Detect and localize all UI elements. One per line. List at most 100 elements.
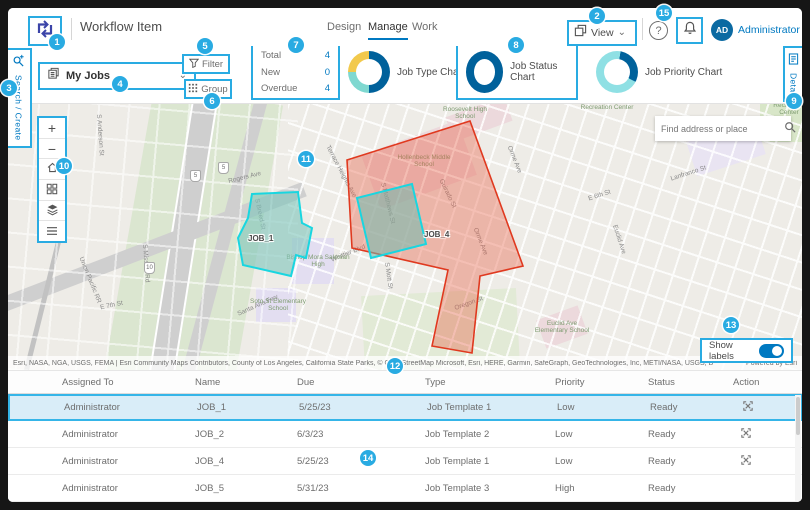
view-icon: [574, 24, 587, 42]
col-assigned-to[interactable]: Assigned To: [62, 376, 114, 388]
filter-button[interactable]: Filter: [182, 54, 230, 74]
col-type[interactable]: Type: [425, 376, 446, 388]
group-grid-icon: [188, 83, 198, 96]
cell-status: Ready: [648, 482, 676, 494]
cell-name: JOB_5: [195, 482, 225, 494]
basemap-button[interactable]: [39, 180, 65, 201]
cell-type: Job Template 2: [425, 428, 490, 440]
callout-badge-15: 15: [656, 5, 672, 21]
zoom-out-button[interactable]: −: [39, 138, 65, 160]
cell-priority: High: [555, 482, 575, 494]
job-status-chart-label: Job Status Chart: [510, 61, 558, 83]
cell-due: 5/31/23: [297, 482, 329, 494]
tab-work[interactable]: Work: [412, 21, 438, 33]
table-row-job5[interactable]: Administrator JOB_5 5/31/23 Job Template…: [8, 475, 802, 502]
callout-badge-8: 8: [508, 37, 524, 53]
cell-type: Job Template 1: [427, 402, 492, 413]
notifications-button[interactable]: [676, 17, 703, 44]
cell-type: Job Template 3: [425, 482, 490, 494]
callout-badge-10: 10: [56, 158, 72, 174]
zoom-in-button[interactable]: +: [39, 118, 65, 139]
i5-shield: 5: [190, 170, 201, 182]
map-attribution: Esri, NASA, NGA, USGS, FEMA | Esri Commu…: [8, 356, 802, 370]
col-status[interactable]: Status: [648, 376, 675, 388]
i10-shield: 10: [144, 262, 155, 274]
cell-priority: Low: [555, 455, 573, 467]
job4-map-label: JOB_4: [424, 230, 450, 239]
zoom-to-job-button[interactable]: [728, 454, 802, 469]
user-name[interactable]: Administrator: [738, 24, 800, 36]
cell-status: Ready: [648, 455, 676, 467]
map-poi-bishop: Bishop Mora Salesian High: [286, 254, 350, 268]
callout-badge-5: 5: [197, 38, 213, 54]
view-label: View: [591, 27, 614, 39]
layers-icon: [46, 203, 59, 219]
search-icon: [784, 120, 796, 138]
cell-assigned: Administrator: [64, 402, 120, 413]
cell-due: 5/25/23: [297, 455, 329, 467]
callout-badge-11: 11: [298, 151, 314, 167]
job1-map-label: JOB_1: [248, 234, 274, 243]
home-icon: [46, 161, 59, 177]
callout-badge-7: 7: [288, 37, 304, 53]
table-row-job4[interactable]: Administrator JOB_4 5/25/23 Job Template…: [8, 448, 802, 475]
callout-badge-2: 2: [589, 8, 605, 24]
job-priority-chart-label: Job Priority Chart: [645, 66, 723, 78]
layers-button[interactable]: [39, 200, 65, 222]
minus-icon: −: [47, 140, 57, 157]
map-poi-roosevelt: Roosevelt High School: [442, 106, 488, 120]
bell-icon: [682, 20, 698, 41]
col-due[interactable]: Due: [297, 376, 315, 388]
search-create-label: Search / Create: [13, 75, 24, 141]
cell-name: JOB_4: [195, 455, 225, 467]
help-button[interactable]: ?: [649, 21, 668, 40]
jobs-table: Assigned To Name Due Type Priority Statu…: [8, 370, 802, 502]
table-row-job1[interactable]: Administrator JOB_1 5/25/23 Job Template…: [8, 394, 802, 421]
map-controls-toolbar: + −: [37, 116, 67, 243]
zoom-to-job-button[interactable]: [730, 400, 800, 415]
help-icon: ?: [655, 24, 662, 37]
chevron-down-icon: ⌄: [178, 70, 187, 81]
col-priority[interactable]: Priority: [555, 376, 585, 388]
tab-design[interactable]: Design: [327, 21, 362, 33]
cell-priority: Low: [555, 428, 573, 440]
avatar[interactable]: AD: [711, 19, 733, 41]
show-labels-control: Show labels: [700, 338, 793, 363]
details-icon: [788, 52, 799, 70]
show-labels-label: Show labels: [709, 339, 734, 362]
legend-button[interactable]: [39, 221, 65, 242]
job-type-chart[interactable]: Job Type Chart: [348, 51, 465, 93]
map-poi-soto-elem: Soto St Elementary School: [250, 298, 306, 312]
job-stats-panel: Total 4 New 0 Overdue 4: [251, 44, 340, 100]
job-priority-chart[interactable]: Job Priority Chart: [596, 51, 722, 93]
map-search-box: [655, 116, 796, 141]
cell-priority: Low: [557, 402, 575, 413]
cell-type: Job Template 1: [425, 455, 490, 467]
app-header: Workflow Item Design Manage Work View ⌄ …: [8, 8, 802, 46]
job-status-chart[interactable]: Job Status Chart: [456, 44, 578, 100]
search-create-panel-tab[interactable]: Search / Create: [8, 48, 32, 148]
callout-badge-12: 12: [387, 358, 403, 374]
job-priority-donut: [596, 51, 638, 93]
table-scrollbar[interactable]: [795, 395, 801, 501]
col-name[interactable]: Name: [195, 376, 221, 388]
view-dropdown[interactable]: View ⌄: [567, 20, 637, 46]
callout-badge-13: 13: [723, 317, 739, 333]
cell-status: Ready: [650, 402, 678, 413]
cell-due: 6/3/23: [297, 428, 324, 440]
search-button[interactable]: [784, 120, 796, 138]
basemap-grid-icon: [46, 182, 58, 198]
group-label: Group: [201, 83, 228, 95]
callout-badge-1: 1: [49, 34, 65, 50]
callout-badge-9: 9: [786, 93, 802, 109]
show-labels-toggle[interactable]: [758, 343, 784, 358]
tab-manage[interactable]: Manage: [368, 21, 408, 40]
search-plus-icon: [12, 54, 25, 72]
map-view[interactable]: Rogers Ave Terrace Heights Ave Whittier …: [8, 104, 802, 370]
col-action: Action: [733, 376, 760, 388]
zoom-to-job-button[interactable]: [728, 427, 802, 442]
job-type-donut: [348, 51, 390, 93]
search-input[interactable]: [655, 123, 784, 134]
table-row-job2[interactable]: Administrator JOB_2 6/3/23 Job Template …: [8, 421, 802, 448]
workflow-loop-icon: [35, 19, 55, 43]
